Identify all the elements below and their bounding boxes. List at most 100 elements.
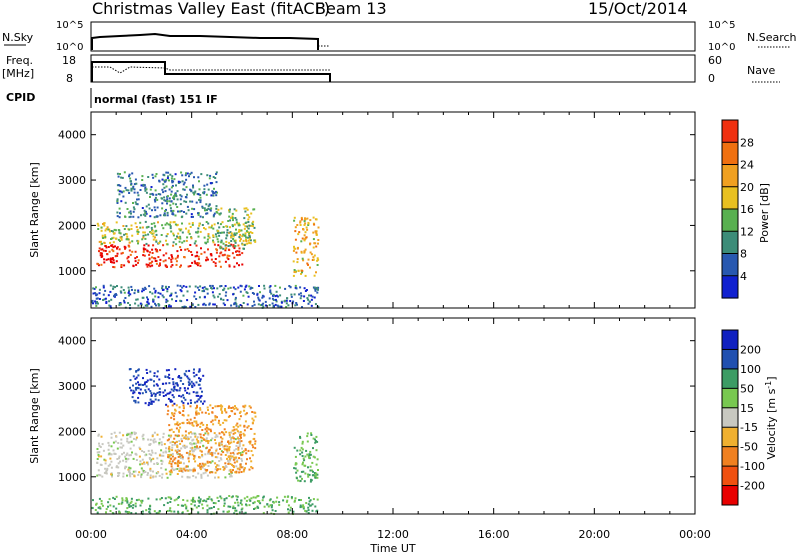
range-cell	[186, 391, 188, 394]
range-cell	[166, 290, 169, 293]
range-cell	[128, 432, 131, 435]
range-cell	[219, 441, 222, 444]
range-cell	[153, 216, 156, 219]
range-cell	[312, 256, 315, 259]
range-cell	[101, 248, 104, 251]
range-cell	[138, 455, 141, 458]
range-cell	[214, 262, 217, 265]
range-cell	[178, 406, 181, 409]
range-cell	[177, 504, 180, 506]
range-cell	[223, 433, 226, 436]
range-cell	[142, 234, 145, 237]
range-cell	[132, 389, 135, 392]
range-cell	[164, 199, 167, 202]
range-cell	[180, 467, 183, 470]
range-cell	[187, 452, 190, 455]
range-cell	[200, 400, 202, 403]
range-cell	[141, 287, 144, 290]
range-cell	[103, 222, 106, 225]
range-cell	[293, 293, 296, 296]
range-cell	[188, 383, 191, 386]
range-cell	[308, 500, 311, 503]
range-cell	[119, 173, 121, 175]
range-cell	[254, 442, 257, 445]
range-cell	[230, 496, 233, 499]
range-cell	[236, 430, 239, 433]
range-cell	[211, 499, 214, 502]
range-cell	[205, 259, 208, 262]
range-cell	[92, 302, 94, 305]
range-cell	[245, 238, 247, 241]
range-cell	[202, 444, 205, 447]
range-cell	[167, 409, 170, 412]
range-cell	[310, 294, 313, 297]
range-cell	[238, 236, 241, 238]
range-cell	[222, 468, 225, 471]
velocity-cells	[91, 368, 319, 515]
range-cell	[127, 286, 130, 289]
range-cell	[152, 400, 155, 403]
range-cell	[95, 293, 98, 296]
range-cell	[205, 438, 208, 441]
range-cell	[317, 305, 320, 308]
range-cell	[122, 195, 125, 198]
range-cell	[243, 207, 246, 210]
range-cell	[133, 399, 136, 402]
range-cell	[181, 286, 184, 289]
range-cell	[295, 462, 298, 465]
range-cell	[145, 385, 148, 388]
range-cell	[180, 470, 183, 472]
range-cell	[205, 193, 208, 196]
range-cell	[305, 289, 308, 291]
range-cell	[190, 251, 193, 253]
range-cell	[165, 369, 168, 372]
range-cell	[229, 226, 231, 229]
range-cell	[128, 368, 131, 371]
range-cell	[183, 181, 186, 184]
range-cell	[264, 300, 267, 303]
range-cell	[258, 285, 260, 287]
range-cell	[192, 457, 195, 460]
range-cell	[230, 437, 233, 440]
range-cell	[181, 241, 184, 244]
range-cell	[184, 435, 186, 438]
range-cell	[152, 176, 155, 179]
range-cell	[141, 207, 144, 209]
range-cell	[307, 473, 309, 476]
range-cell	[194, 460, 197, 463]
range-cell	[98, 247, 101, 250]
range-cell	[238, 457, 241, 460]
range-cell	[112, 449, 115, 452]
range-cell	[249, 239, 252, 242]
range-cell	[97, 506, 100, 509]
range-cell	[295, 251, 298, 254]
range-cell	[312, 216, 315, 219]
range-cell	[148, 401, 151, 404]
range-cell	[139, 392, 141, 395]
range-cell	[187, 377, 190, 380]
colorbar-segment	[722, 253, 738, 277]
range-cell	[189, 447, 192, 450]
range-cell	[173, 402, 176, 405]
range-cell	[109, 305, 112, 308]
range-cell	[174, 173, 177, 176]
range-cell	[97, 264, 100, 267]
range-cell	[246, 208, 249, 211]
range-cell	[156, 433, 159, 436]
range-cell	[163, 504, 166, 507]
range-cell	[141, 175, 144, 178]
range-cell	[192, 186, 195, 189]
range-cell	[213, 296, 216, 299]
range-cell	[287, 504, 290, 507]
range-cell	[102, 293, 105, 296]
colorbar-tick-label: -200	[740, 480, 765, 493]
range-cell	[303, 224, 306, 226]
range-cell	[317, 242, 319, 245]
range-cell	[148, 262, 151, 265]
range-cell	[182, 410, 185, 412]
x-axis-label: Time UT	[369, 542, 415, 554]
range-cell	[96, 511, 99, 514]
range-cell	[132, 185, 135, 188]
range-cell	[170, 388, 173, 391]
range-cell	[306, 262, 309, 265]
